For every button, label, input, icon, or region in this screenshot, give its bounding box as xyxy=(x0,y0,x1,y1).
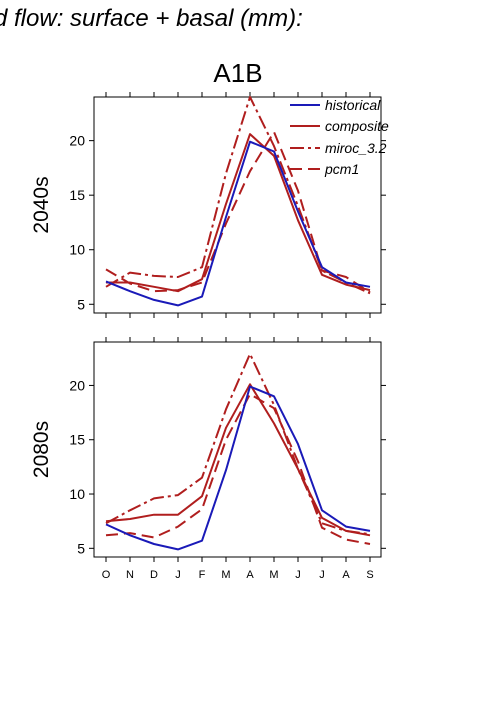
panel-label: 2040s xyxy=(30,176,53,233)
y-tick-label: 20 xyxy=(69,377,85,393)
series-line-miroc-3-2 xyxy=(105,96,371,295)
scenario-title: A1B xyxy=(213,58,262,88)
x-tick-label: M xyxy=(269,569,278,581)
series-line-historical xyxy=(105,385,371,551)
x-tick-label: S xyxy=(366,569,373,581)
x-tick-label: J xyxy=(175,569,181,581)
x-tick-label: A xyxy=(342,569,350,581)
legend-label: miroc_3.2 xyxy=(325,140,387,156)
y-tick-label: 5 xyxy=(77,540,85,556)
plot-frame xyxy=(93,96,382,314)
y-tick-label: 20 xyxy=(69,133,85,149)
series-line-pcm1 xyxy=(105,393,371,545)
x-tick-label: A xyxy=(246,569,254,581)
y-tick-label: 5 xyxy=(77,296,85,312)
plot-frame xyxy=(93,341,382,558)
x-tick-label: N xyxy=(126,569,134,581)
legend-label: pcm1 xyxy=(324,161,359,177)
panel-label: 2080s xyxy=(30,421,53,478)
figure-title: d flow: surface + basal (mm): xyxy=(0,5,303,32)
x-tick-label: F xyxy=(199,569,206,581)
legend-label: composite xyxy=(325,118,389,134)
y-tick-label: 15 xyxy=(69,187,85,203)
series-line-composite xyxy=(106,133,371,293)
x-tick-label: J xyxy=(295,569,301,581)
y-tick-label: 15 xyxy=(69,432,85,448)
panel-2040s: 5 10 15 20 2040s historical composite miroc_3.2… xyxy=(30,92,389,318)
panel-2080s: 5 10 15 20 O N D J F M A M J J A S 2080s xyxy=(30,337,386,581)
y-tick-label: 10 xyxy=(69,486,85,502)
series-line-historical xyxy=(105,140,371,307)
legend-label: historical xyxy=(325,97,381,113)
series-line-composite xyxy=(105,383,371,537)
series-line-pcm1 xyxy=(105,130,371,294)
x-tick-label: M xyxy=(221,569,230,581)
y-tick-label: 10 xyxy=(69,242,85,258)
x-tick-label: D xyxy=(150,569,158,581)
x-tick-label: J xyxy=(319,569,325,581)
x-tick-label: O xyxy=(102,569,111,581)
series-line-miroc-3-2 xyxy=(105,352,371,536)
